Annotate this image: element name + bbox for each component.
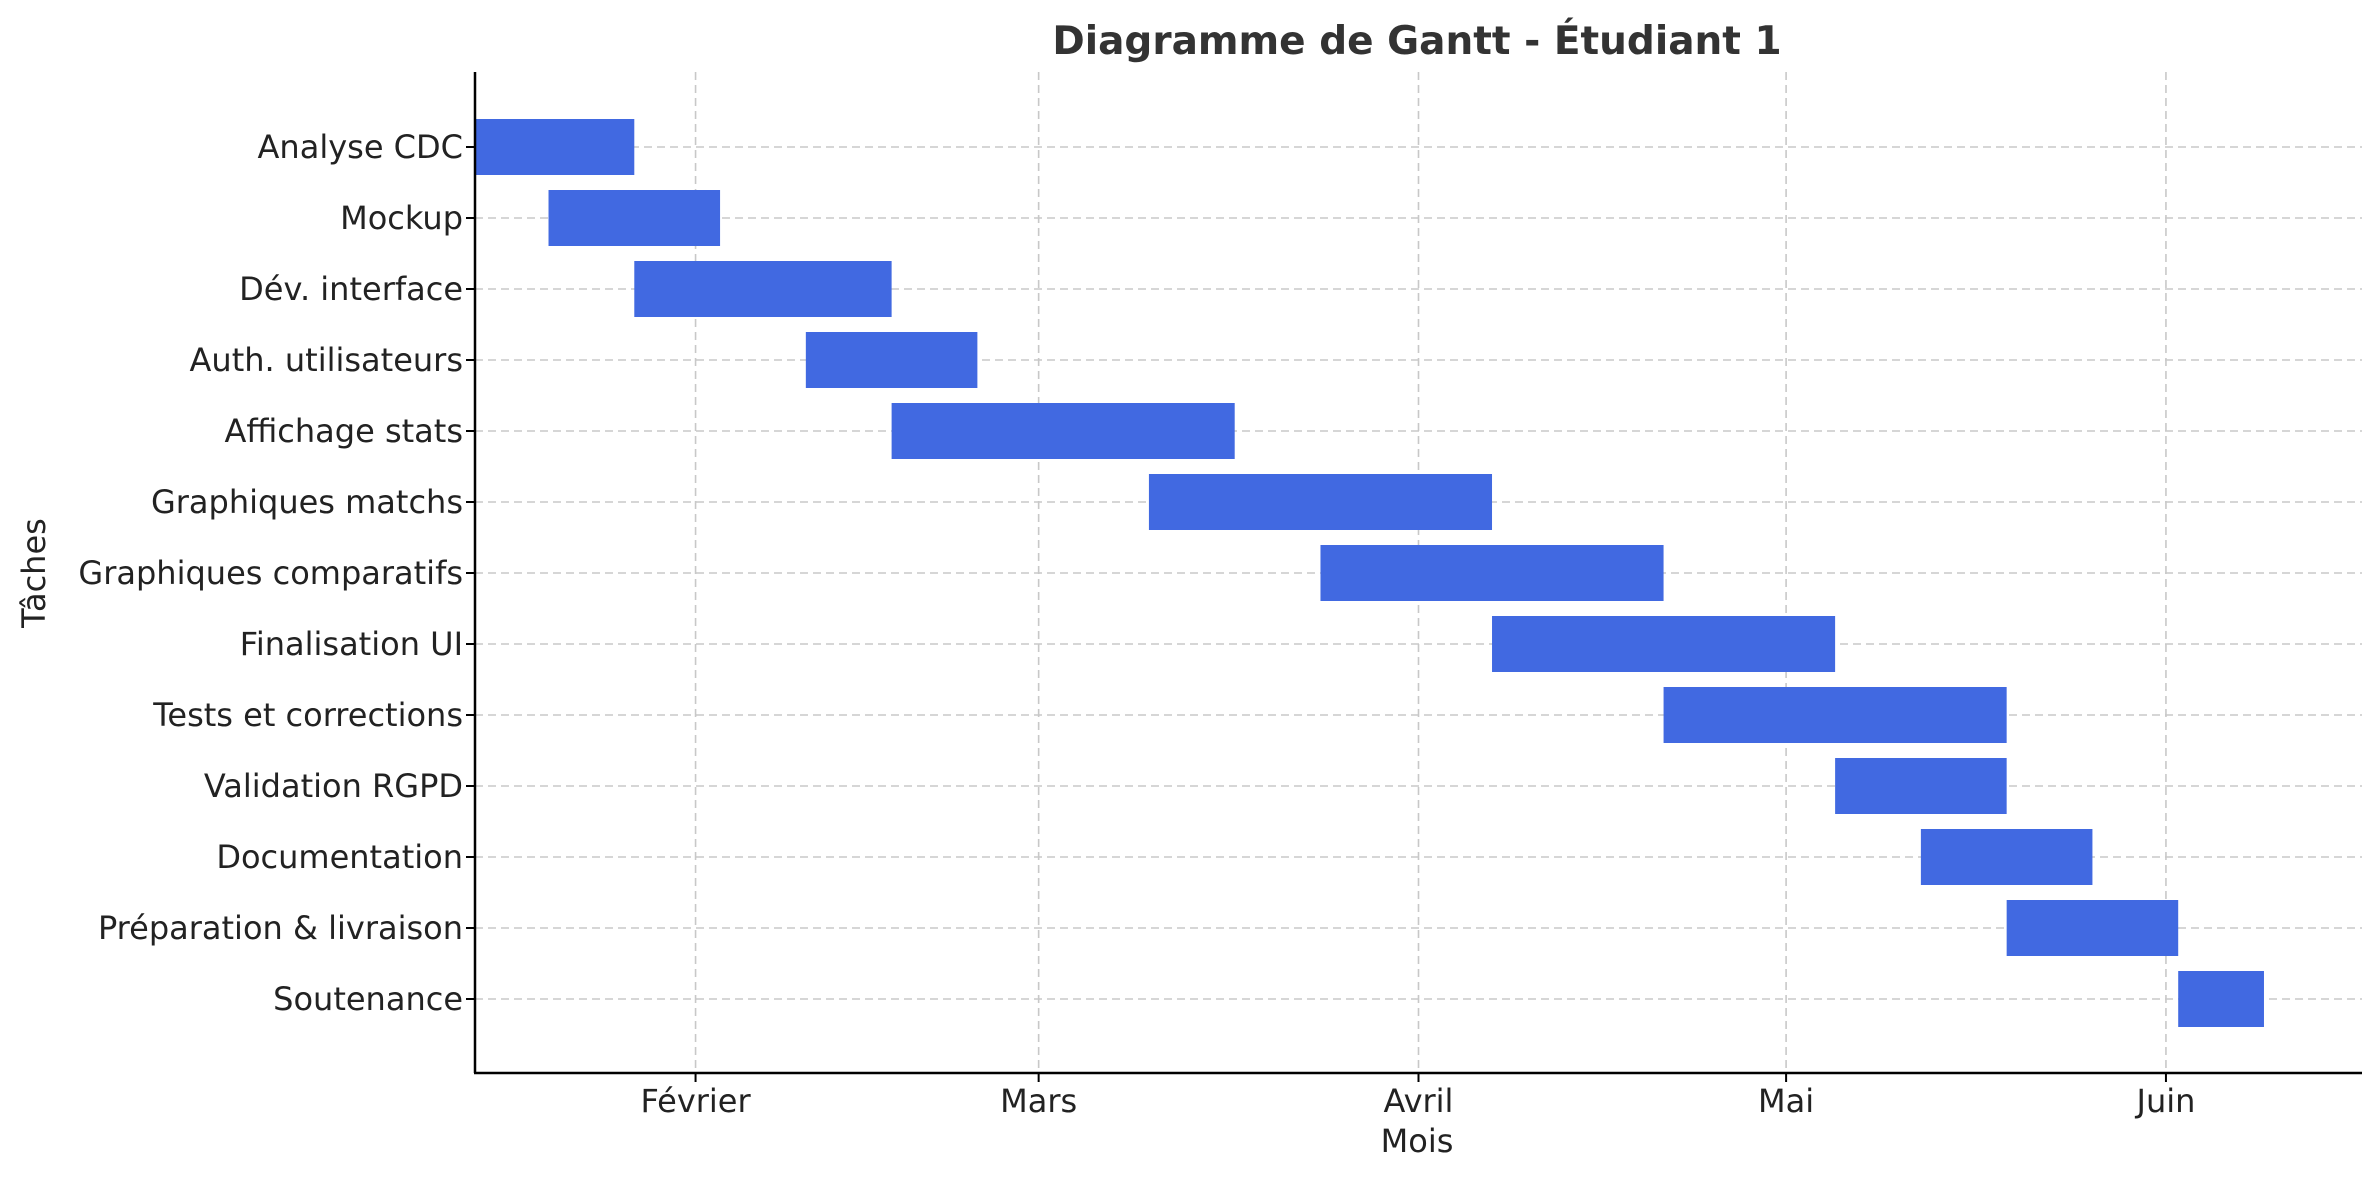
x-tick-label: Juin bbox=[2135, 1082, 2196, 1120]
gantt-bar bbox=[1320, 545, 1664, 601]
task-label: Graphiques comparatifs bbox=[78, 554, 463, 592]
task-label: Dév. interface bbox=[239, 270, 463, 308]
task-label: Préparation & livraison bbox=[98, 909, 463, 947]
bar-layer bbox=[475, 119, 2264, 1027]
gantt-bar bbox=[805, 332, 978, 388]
gantt-bar bbox=[2178, 971, 2264, 1027]
task-label: Soutenance bbox=[273, 980, 463, 1018]
gantt-bar bbox=[475, 119, 635, 175]
gantt-bar bbox=[2006, 900, 2179, 956]
y-axis: Analyse CDC Mockup Dév. interface Auth. uti… bbox=[78, 128, 475, 1018]
task-label: Analyse CDC bbox=[258, 128, 463, 166]
gantt-bar bbox=[1492, 616, 1836, 672]
y-axis-label: Tâches bbox=[15, 518, 53, 629]
x-axis: Février Mars Avril Mai Juin bbox=[640, 1073, 2195, 1120]
x-tick-label: Mai bbox=[1758, 1082, 1814, 1120]
gantt-bar bbox=[1835, 758, 2007, 814]
gantt-bar bbox=[548, 190, 721, 246]
gantt-bar bbox=[634, 261, 892, 317]
task-label: Validation RGPD bbox=[204, 767, 463, 805]
gantt-bar bbox=[1148, 474, 1493, 530]
x-tick-label: Février bbox=[640, 1082, 751, 1120]
task-label: Documentation bbox=[216, 838, 463, 876]
x-tick-label: Avril bbox=[1384, 1082, 1454, 1120]
task-label: Mockup bbox=[340, 199, 463, 237]
x-tick-label: Mars bbox=[1000, 1082, 1077, 1120]
task-label: Graphiques matchs bbox=[151, 483, 463, 521]
task-label: Auth. utilisateurs bbox=[190, 341, 463, 379]
x-axis-label: Mois bbox=[1381, 1122, 1454, 1160]
task-label: Finalisation UI bbox=[240, 625, 463, 663]
gantt-bar bbox=[1920, 829, 2093, 885]
task-label: Affichage stats bbox=[224, 412, 463, 450]
gantt-bar bbox=[1663, 687, 2007, 743]
gantt-bar bbox=[891, 403, 1235, 459]
task-label: Tests et corrections bbox=[152, 696, 463, 734]
grid-layer bbox=[475, 72, 2362, 1073]
chart-title: Diagramme de Gantt - Étudiant 1 bbox=[1052, 17, 1781, 64]
